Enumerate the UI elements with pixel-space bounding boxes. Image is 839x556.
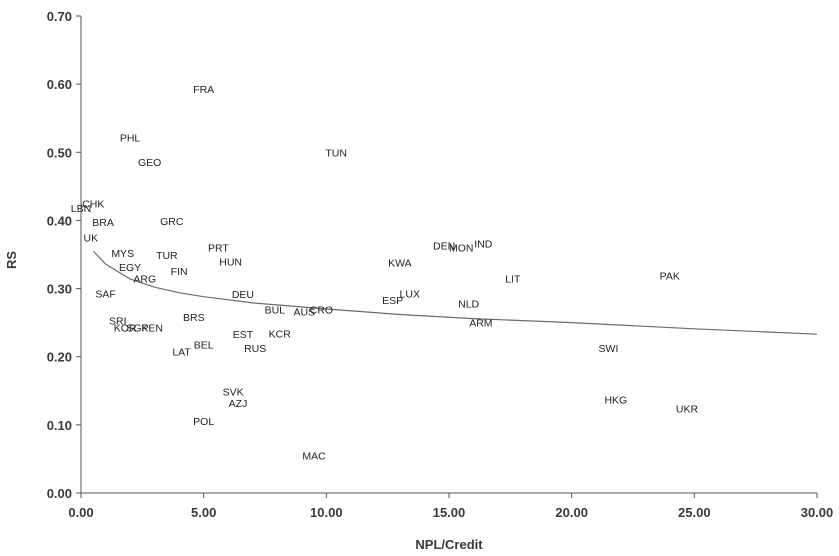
data-point-bra: BRA — [92, 217, 114, 229]
y-axis-ticks: 0.00 0.10 0.20 0.30 0.40 0.50 0.60 0.70 — [47, 9, 81, 501]
y-tick-label: 0.30 — [47, 282, 72, 297]
data-point-lbn: LBN — [71, 203, 91, 215]
y-tick-label: 0.10 — [47, 418, 72, 433]
data-point-lux: LUX — [400, 288, 420, 300]
data-point-est: EST — [233, 329, 254, 341]
data-point-ken: KEN — [141, 322, 163, 334]
y-tick-label: 0.20 — [47, 350, 72, 365]
data-point-kor: KOR — [114, 322, 137, 334]
y-axis-title: RS — [4, 251, 19, 269]
data-point-hun: HUN — [219, 256, 242, 268]
y-tick-label: 0.60 — [47, 77, 72, 92]
x-tick-label: 15.00 — [433, 505, 466, 520]
data-point-arg: ARG — [133, 273, 156, 285]
trendline — [92, 250, 818, 335]
data-point-kwa: KWA — [388, 258, 412, 270]
data-point-rus: RUS — [244, 343, 266, 355]
x-axis-title: NPL/Credit — [415, 537, 483, 552]
data-point-grc: GRC — [160, 216, 184, 228]
x-axis-ticks: 0.00 5.00 10.00 15.00 20.00 25.00 30.00 — [68, 493, 833, 520]
data-point-bel: BEL — [194, 339, 214, 351]
data-point-kcr: KCR — [269, 329, 292, 341]
y-tick-label: 0.50 — [47, 145, 72, 160]
data-point-aus: AUS — [293, 307, 315, 319]
data-point-cro: CRO — [310, 305, 333, 317]
data-point-tun: TUN — [325, 147, 347, 159]
data-point-egy: EGY — [119, 262, 141, 274]
data-point-lat: LAT — [172, 346, 191, 358]
data-point-lit: LIT — [505, 273, 521, 285]
data-point-hkg: HKG — [604, 395, 627, 407]
data-point-bul: BUL — [265, 305, 286, 317]
data-point-prt: PRT — [208, 243, 229, 255]
data-point-chk: CHK — [82, 198, 104, 210]
data-point-uk: UK — [84, 232, 99, 244]
x-tick-label: 10.00 — [310, 505, 343, 520]
x-tick-label: 25.00 — [678, 505, 711, 520]
y-tick-label: 0.70 — [47, 9, 72, 24]
data-point-saf: SAF — [95, 288, 115, 300]
data-point-azj: AZJ — [229, 398, 248, 410]
data-point-nld: NLD — [458, 299, 479, 311]
x-tick-label: 0.00 — [68, 505, 93, 520]
data-point-geo: GEO — [138, 157, 161, 169]
data-point-brs: BRS — [183, 312, 205, 324]
data-point-svk: SVK — [223, 386, 244, 398]
data-point-phl: PHL — [120, 132, 141, 144]
data-point-swi: SWI — [599, 343, 619, 355]
data-point-mac: MAC — [302, 451, 326, 463]
data-point-tur: TUR — [156, 250, 178, 262]
x-tick-label: 30.00 — [801, 505, 834, 520]
data-point-fin: FIN — [171, 266, 188, 278]
x-tick-label: 5.00 — [191, 505, 216, 520]
y-tick-label: 0.00 — [47, 486, 72, 501]
data-point-deu: DEU — [232, 289, 254, 301]
data-point-mys: MYS — [111, 248, 134, 260]
x-tick-label: 20.00 — [555, 505, 588, 520]
data-point-sri: SRI — [109, 316, 127, 328]
data-point-mon: MON — [449, 243, 474, 255]
data-point-sgp: SGP — [126, 322, 148, 334]
data-point-pak: PAK — [660, 271, 680, 283]
data-point-arm: ARM — [469, 318, 492, 330]
data-point-fra: FRA — [193, 84, 214, 96]
data-point-ind: IND — [474, 239, 493, 251]
data-point-pol: POL — [193, 416, 214, 428]
data-point-ukr: UKR — [676, 404, 699, 416]
y-tick-label: 0.40 — [47, 213, 72, 228]
data-point-den: DEN — [433, 241, 455, 253]
data-point-esp: ESP — [382, 295, 403, 307]
